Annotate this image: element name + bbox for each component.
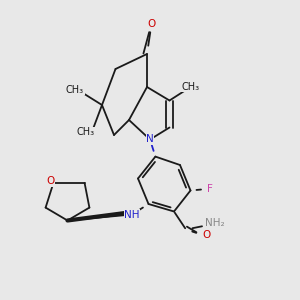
Text: N: N bbox=[146, 134, 154, 145]
Text: CH₃: CH₃ bbox=[66, 85, 84, 95]
Text: F: F bbox=[207, 184, 213, 194]
Text: O: O bbox=[46, 176, 55, 187]
Text: NH₂: NH₂ bbox=[205, 218, 224, 228]
Text: O: O bbox=[202, 230, 210, 240]
Text: CH₃: CH₃ bbox=[76, 127, 94, 137]
Text: O: O bbox=[147, 19, 156, 29]
Text: CH₃: CH₃ bbox=[182, 82, 200, 92]
Text: NH: NH bbox=[124, 209, 140, 220]
